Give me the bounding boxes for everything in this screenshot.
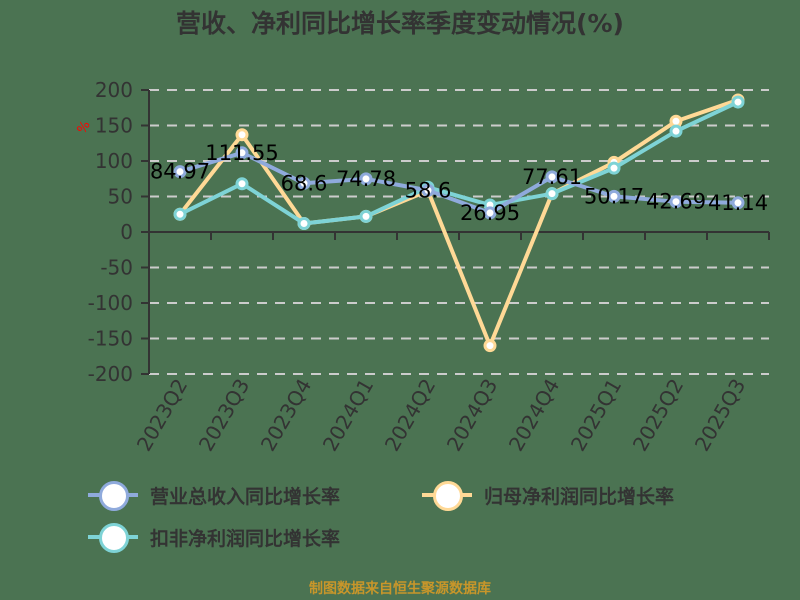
legend-label: 扣非净利润同比增长率 — [150, 527, 341, 550]
data-point[interactable] — [731, 196, 745, 210]
data-label: 84.97 — [150, 160, 210, 184]
data-point[interactable] — [545, 170, 559, 184]
x-tick-label: 2023Q3 — [194, 375, 254, 456]
y-tick-label: 200 — [95, 78, 133, 102]
data-point[interactable] — [483, 339, 497, 353]
x-tick-label: 2023Q2 — [132, 375, 192, 456]
series-line — [179, 150, 739, 215]
data-point[interactable] — [235, 177, 249, 191]
y-tick-label: -50 — [100, 256, 133, 280]
y-tick-label: -100 — [88, 291, 133, 315]
series-line — [179, 100, 739, 226]
data-point[interactable] — [235, 146, 249, 160]
data-label: 77.61 — [522, 165, 582, 189]
data-point[interactable] — [731, 95, 745, 109]
x-tick-label: 2025Q1 — [566, 375, 626, 456]
data-label: 111.55 — [205, 141, 278, 165]
data-point[interactable] — [545, 187, 559, 201]
legend-label: 归母净利润同比增长率 — [484, 485, 675, 508]
data-point[interactable] — [607, 161, 621, 175]
series-lines — [173, 93, 745, 353]
data-point[interactable] — [173, 165, 187, 179]
x-tick-label: 2025Q2 — [628, 375, 688, 456]
data-point[interactable] — [669, 124, 683, 138]
chart-title: 营收、净利同比增长率季度变动情况(%) — [176, 9, 624, 38]
x-tick-label: 2024Q3 — [442, 375, 502, 456]
data-point[interactable] — [483, 206, 497, 220]
data-label: 68.6 — [281, 171, 328, 195]
y-tick-label: 50 — [108, 185, 133, 209]
legend-label: 营业总收入同比增长率 — [150, 485, 341, 508]
data-point[interactable] — [235, 128, 249, 142]
series-line — [178, 98, 739, 348]
legend-marker-icon — [86, 478, 140, 512]
y-tick-label: 0 — [120, 220, 133, 244]
legend-marker-icon — [420, 478, 474, 512]
data-point[interactable] — [173, 207, 187, 221]
legend-marker-icon — [86, 520, 140, 554]
x-tick-label: 2024Q4 — [504, 375, 564, 456]
data-label: 42.69 — [646, 190, 706, 214]
data-point[interactable] — [297, 176, 311, 190]
y-tick-label: 100 — [95, 149, 133, 173]
data-point[interactable] — [297, 216, 311, 230]
legend-item-net-profit[interactable]: 归母净利润同比增长率 — [420, 478, 674, 512]
data-label: 41.14 — [708, 191, 768, 215]
x-tick-label: 2024Q1 — [318, 375, 378, 456]
x-axis-ticks: 2023Q2 2023Q3 2023Q4 2024Q1 2024Q2 2024Q3 2024… — [132, 375, 750, 456]
data-label: 74.78 — [336, 167, 396, 191]
x-tick-label: 2024Q2 — [380, 375, 440, 456]
data-source-note: 制图数据来自恒生聚源数据库 — [309, 581, 491, 597]
legend-item-revenue[interactable]: 营业总收入同比增长率 — [86, 478, 340, 512]
data-label: 50.17 — [584, 184, 644, 208]
x-tick-label: 2023Q4 — [256, 375, 316, 456]
data-point[interactable] — [421, 183, 435, 197]
y-tick-label: 150 — [95, 114, 133, 138]
x-tick-label: 2025Q3 — [690, 375, 750, 456]
data-point[interactable] — [669, 195, 683, 209]
data-point[interactable] — [607, 189, 621, 203]
data-point[interactable] — [359, 172, 373, 186]
y-tick-label: -200 — [88, 362, 133, 386]
legend-item-deducted-net-profit[interactable]: 扣非净利润同比增长率 — [86, 520, 340, 554]
data-point[interactable] — [359, 209, 373, 223]
axes — [141, 89, 770, 375]
y-tick-label: -150 — [88, 327, 133, 351]
data-label: 58.6 — [405, 178, 452, 202]
data-label: 26.95 — [460, 201, 520, 225]
y-axis-ticks: 200 150 100 50 0 -50 -100 -150 -200 — [88, 78, 133, 386]
